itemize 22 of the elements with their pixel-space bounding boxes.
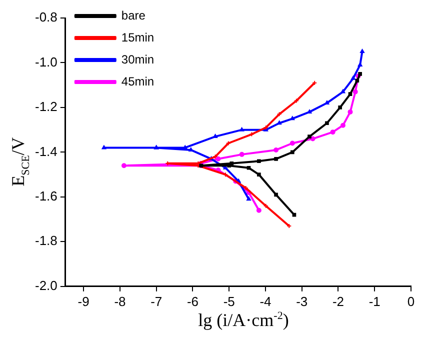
x-tick-label: -9 — [78, 294, 90, 309]
x-axis-title: lg (i/A·cm$^{-2}$) — [197, 310, 290, 331]
y-tick-label: -1.8 — [34, 233, 58, 248]
x-tick-label: 0 — [407, 294, 415, 309]
x-tick-label: -4 — [260, 294, 272, 309]
y-tick-label: -1.0 — [34, 54, 58, 70]
x-tick-label: -3 — [296, 294, 308, 309]
legend-label: 30min — [121, 52, 154, 66]
y-tick-label: -0.8 — [34, 10, 58, 25]
x-tick-label: -2 — [332, 294, 344, 309]
legend-label: 45min — [121, 74, 154, 88]
y-tick-label: -1.6 — [34, 188, 58, 204]
x-tick-label: -7 — [150, 294, 162, 309]
y-tick-label: -1.4 — [34, 144, 58, 159]
legend-label: bare — [121, 8, 146, 22]
x-tick-label: -1 — [368, 294, 380, 309]
x-tick-label: -5 — [223, 294, 235, 309]
y-tick-label: -2.0 — [34, 278, 58, 293]
legend-label: 15min — [121, 30, 154, 44]
x-tick-label: -6 — [186, 294, 199, 309]
y-tick-label: -1.2 — [34, 99, 58, 114]
x-tick-label: -8 — [114, 294, 126, 309]
